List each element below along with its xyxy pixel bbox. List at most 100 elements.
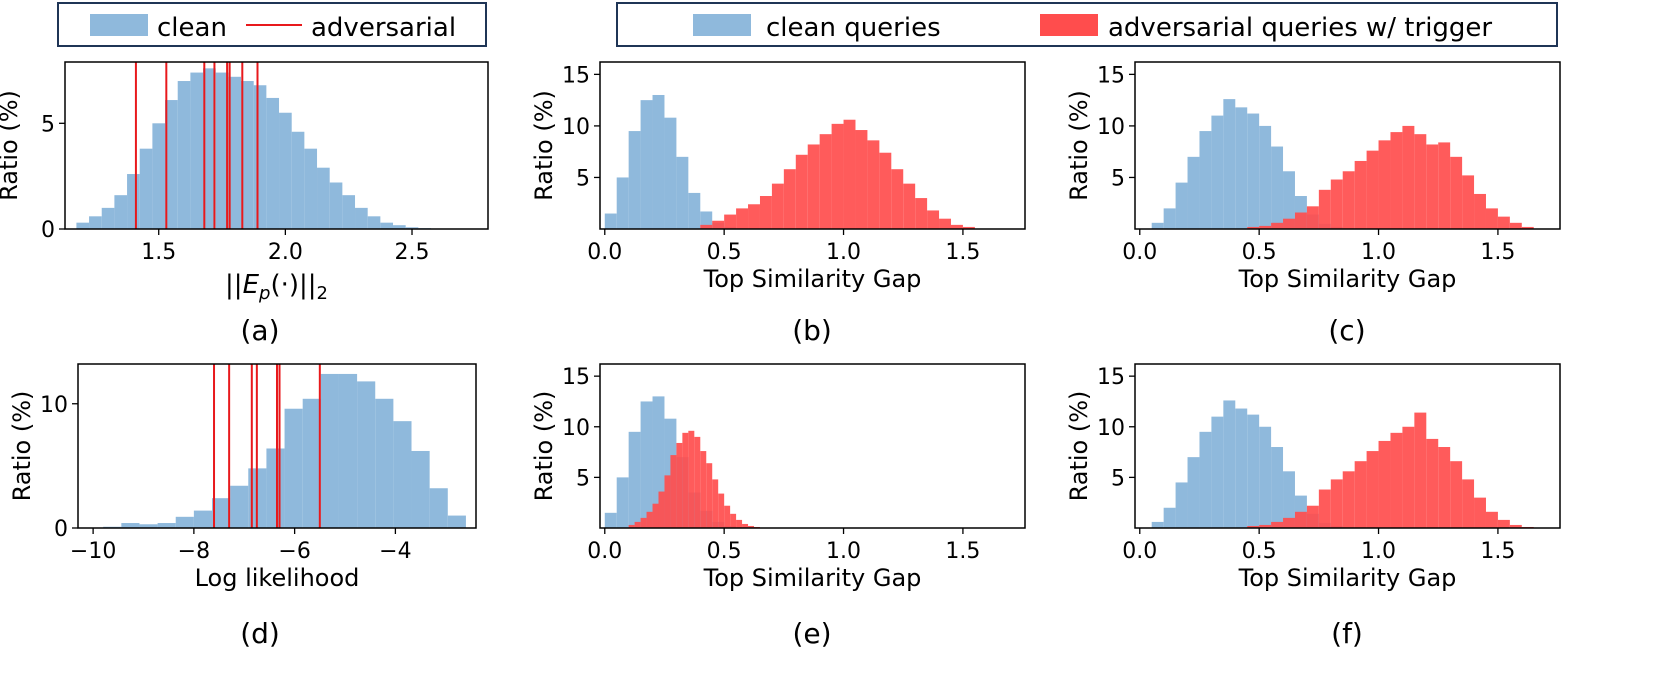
- bar-adversarial-f-12: [1390, 432, 1403, 528]
- y-tick-label: 10: [1097, 416, 1125, 441]
- legend-adversarial-queries-swatch: [1040, 14, 1098, 36]
- bar-adversarial-e-12: [700, 451, 707, 528]
- bar-clean-a-17: [291, 131, 305, 229]
- bar-clean-d-4: [175, 516, 194, 528]
- bar-clean-f-9: [1259, 426, 1272, 528]
- bar-clean-a-9: [190, 72, 204, 229]
- bar-clean-d-3: [157, 523, 176, 528]
- bar-clean-d-15: [375, 398, 394, 528]
- legend-adversarial-label: adversarial: [311, 13, 456, 43]
- bar-clean-c-1: [1163, 208, 1176, 229]
- bar-clean-f-3: [1187, 457, 1200, 528]
- bar-adversarial-e-0: [628, 524, 635, 528]
- bar-clean-e-2: [628, 431, 641, 528]
- bar-clean-a-10: [203, 68, 216, 229]
- x-tick-label: 0.0: [1122, 240, 1157, 265]
- bar-clean-b-3: [640, 100, 653, 229]
- bar-adversarial-b-20: [939, 218, 951, 229]
- x-tick-label: 0.5: [1242, 240, 1277, 265]
- bar-adversarial-f-22: [1509, 524, 1522, 528]
- bar-adversarial-b-15: [879, 152, 892, 229]
- bar-clean-a-13: [241, 81, 254, 229]
- x-tick-label: 1.0: [1361, 539, 1396, 564]
- bar-clean-c-2: [1175, 182, 1188, 229]
- bar-adversarial-c-1: [1259, 225, 1272, 229]
- bar-adversarial-b-19: [927, 210, 940, 229]
- bar-adversarial-c-21: [1497, 216, 1510, 229]
- x-axis-label: Top Similarity Gap: [1238, 265, 1457, 293]
- bar-adversarial-c-15: [1426, 144, 1439, 229]
- bar-clean-b-6: [676, 156, 689, 229]
- bar-adversarial-e-2: [640, 517, 647, 528]
- axes-frame: [1134, 363, 1561, 529]
- bar-adversarial-f-10: [1366, 451, 1379, 528]
- y-tick-label: 5: [576, 466, 590, 491]
- bar-adversarial-f-5: [1306, 505, 1319, 528]
- y-axis-label: Ratio (%): [530, 90, 558, 201]
- bar-adversarial-c-19: [1474, 193, 1486, 229]
- bar-clean-d-9: [266, 448, 285, 528]
- bar-adversarial-e-13: [706, 463, 713, 528]
- y-axis-label: Ratio (%): [530, 391, 558, 502]
- x-tick-label: −6: [278, 539, 310, 564]
- bar-clean-a-0: [76, 222, 90, 229]
- x-tick-label: 1.0: [826, 240, 861, 265]
- bar-adversarial-b-18: [915, 198, 928, 229]
- legend-adversarial-queries-label: adversarial queries w/ trigger: [1108, 13, 1492, 43]
- legend-clean-swatch: [90, 14, 148, 36]
- bar-adversarial-b-10: [819, 134, 832, 229]
- bar-adversarial-e-20: [748, 525, 755, 528]
- bar-adversarial-e-15: [718, 493, 725, 528]
- bar-clean-e-0: [604, 512, 617, 528]
- y-tick-label: 10: [40, 393, 68, 418]
- bar-adversarial-f-18: [1462, 479, 1475, 528]
- bar-clean-a-22: [355, 207, 368, 229]
- bar-clean-c-6: [1223, 99, 1236, 229]
- bar-adversarial-f-7: [1330, 479, 1343, 528]
- legend-clean-queries-swatch: [693, 14, 751, 36]
- bar-adversarial-c-16: [1438, 142, 1451, 229]
- bar-adversarial-e-7: [670, 455, 677, 528]
- bar-adversarial-c-5: [1306, 206, 1319, 229]
- bar-adversarial-b-12: [843, 119, 856, 229]
- bar-adversarial-c-17: [1450, 156, 1463, 229]
- bar-clean-d-5: [193, 510, 213, 528]
- y-tick-label: 10: [562, 115, 590, 140]
- bar-adversarial-c-23: [1521, 226, 1534, 229]
- bar-adversarial-b-11: [831, 123, 844, 229]
- bar-adversarial-c-9: [1354, 160, 1367, 229]
- bar-adversarial-b-2: [724, 214, 737, 229]
- legend-clean-queries-label: clean queries: [766, 13, 941, 43]
- bar-clean-a-8: [177, 81, 191, 229]
- bar-clean-a-7: [165, 100, 178, 229]
- bar-clean-b-4: [652, 94, 665, 229]
- bar-adversarial-b-6: [771, 183, 784, 229]
- bar-clean-b-8: [700, 211, 713, 229]
- bar-adversarial-b-14: [867, 140, 880, 229]
- bar-clean-d-14: [357, 381, 376, 528]
- plot-area: [76, 62, 482, 229]
- legend-left: clean adversarial: [57, 2, 487, 47]
- bar-adversarial-f-8: [1342, 471, 1355, 528]
- bar-adversarial-e-14: [712, 479, 719, 528]
- bar-clean-e-3: [640, 401, 653, 528]
- panel-caption: (e): [792, 617, 831, 650]
- bar-clean-b-1: [616, 177, 629, 229]
- y-tick-label: 10: [562, 416, 590, 441]
- bar-adversarial-c-12: [1390, 132, 1403, 229]
- y-tick-label: 5: [41, 112, 55, 137]
- bar-clean-c-5: [1211, 115, 1224, 229]
- bar-adversarial-b-7: [783, 169, 796, 229]
- y-tick-label: 15: [1097, 63, 1125, 88]
- bar-adversarial-c-8: [1342, 171, 1355, 229]
- bar-adversarial-c-18: [1462, 175, 1475, 229]
- bar-adversarial-b-0: [700, 224, 713, 229]
- plot-area: [604, 396, 760, 528]
- bar-adversarial-c-11: [1378, 140, 1391, 229]
- bar-clean-d-11: [302, 398, 321, 528]
- bar-adversarial-f-9: [1354, 461, 1367, 528]
- bar-adversarial-f-20: [1485, 511, 1498, 528]
- plot-area: [1151, 99, 1534, 229]
- bar-clean-d-19: [447, 515, 466, 528]
